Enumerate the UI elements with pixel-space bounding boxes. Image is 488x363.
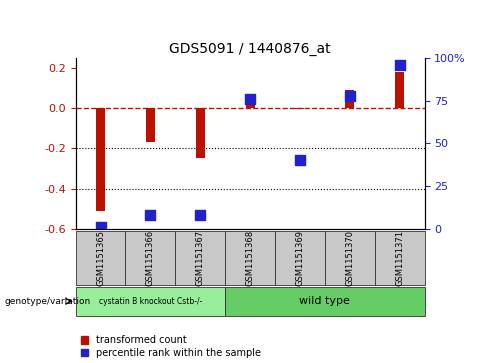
Point <box>196 212 204 218</box>
Bar <box>245 103 255 108</box>
Text: genotype/variation: genotype/variation <box>5 297 91 306</box>
Point <box>97 224 104 230</box>
Text: GSM1151370: GSM1151370 <box>346 230 354 286</box>
Point <box>346 93 354 98</box>
Text: GSM1151369: GSM1151369 <box>295 230 305 286</box>
Text: cystatin B knockout Cstb-/-: cystatin B knockout Cstb-/- <box>99 297 202 306</box>
Point <box>396 62 404 68</box>
Bar <box>346 90 354 108</box>
Bar <box>76 231 125 285</box>
Point <box>146 212 154 218</box>
Bar <box>325 231 375 285</box>
Bar <box>225 231 275 285</box>
Text: wild type: wild type <box>300 296 350 306</box>
Legend: transformed count, percentile rank within the sample: transformed count, percentile rank withi… <box>81 335 261 358</box>
Text: GSM1151371: GSM1151371 <box>395 230 404 286</box>
Bar <box>395 72 404 108</box>
Bar <box>375 231 425 285</box>
Text: GSM1151367: GSM1151367 <box>196 230 205 286</box>
Point <box>246 96 254 102</box>
Bar <box>76 287 225 316</box>
Point <box>296 158 304 163</box>
Bar <box>175 231 225 285</box>
Bar <box>225 287 425 316</box>
Title: GDS5091 / 1440876_at: GDS5091 / 1440876_at <box>169 42 331 56</box>
Bar <box>275 231 325 285</box>
Bar <box>146 108 155 142</box>
Text: GSM1151366: GSM1151366 <box>146 230 155 286</box>
Text: GSM1151365: GSM1151365 <box>96 230 105 286</box>
Bar <box>196 108 205 158</box>
Bar <box>295 108 305 109</box>
Text: GSM1151368: GSM1151368 <box>245 230 255 286</box>
Bar <box>96 108 105 211</box>
Bar <box>125 231 175 285</box>
